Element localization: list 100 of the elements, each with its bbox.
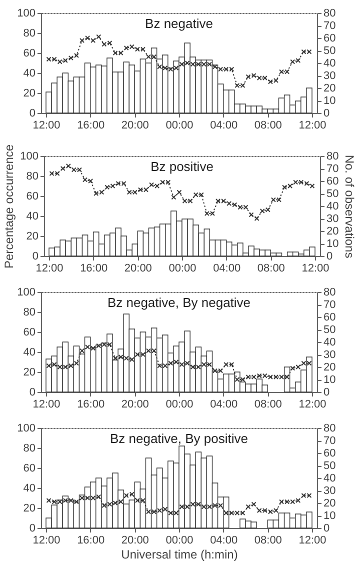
- x-tick-label: 20:00: [121, 398, 149, 410]
- y2-tick-label: 30: [324, 485, 336, 497]
- chart-title: Bz negative, By negative: [107, 295, 251, 310]
- point: [96, 34, 102, 40]
- x-tick-label: 20:00: [121, 120, 149, 132]
- y-tick-label: 40: [23, 346, 36, 358]
- y2-tick-label: 60: [324, 312, 336, 324]
- point: [80, 348, 85, 354]
- y2-tick-label: 40: [326, 200, 339, 212]
- y-tick-label: 80: [23, 28, 36, 40]
- y-tick-label: 80: [26, 170, 38, 182]
- x-tick-label: 16:00: [77, 398, 105, 410]
- y-tick-label: 100: [20, 150, 38, 162]
- y-tick-label: 60: [23, 462, 36, 474]
- y-tick-label: 80: [23, 442, 36, 454]
- y2-tick-label: 20: [326, 226, 339, 238]
- y2-tick-label: 50: [324, 324, 336, 336]
- x-tick-label: 00:00: [168, 262, 196, 274]
- y2-tick-label: 10: [326, 238, 339, 250]
- x-tick-label: 08:00: [254, 534, 282, 546]
- y2-tick-label: 50: [326, 188, 339, 200]
- y2-tick-label: 30: [324, 349, 336, 361]
- y2-tick-label: 80: [324, 8, 336, 20]
- x-tick-label: 00:00: [166, 398, 194, 410]
- y-tick-label: 20: [23, 502, 36, 514]
- y-tick-label: 20: [23, 88, 36, 100]
- x-tick-label: 00:00: [166, 534, 194, 546]
- x-tick-label: 16:00: [80, 262, 108, 274]
- y-tick-label: 20: [26, 230, 38, 242]
- y2-tick-label: 10: [324, 510, 336, 522]
- x-axis-title: Universal time (h:min): [121, 548, 238, 562]
- x-tick-label: 04:00: [210, 398, 238, 410]
- y2-tick-label: 70: [324, 299, 336, 311]
- y-tick-label: 60: [23, 48, 36, 60]
- x-tick-label: 12:00: [298, 534, 326, 546]
- y2-tick-label: 0: [324, 108, 330, 120]
- y-tick-label: 0: [29, 386, 36, 398]
- x-tick-label: 08:00: [254, 398, 282, 410]
- y-tick-label: 20: [23, 366, 36, 378]
- y-tick-label: 100: [17, 8, 36, 20]
- y2-tick-label: 20: [324, 82, 336, 94]
- y-tick-label: 40: [23, 68, 36, 80]
- x-tick-label: 12:00: [32, 120, 60, 132]
- x-tick-label: 00:00: [166, 120, 194, 132]
- y2-tick-label: 60: [326, 176, 339, 188]
- y2-tick-label: 50: [324, 460, 336, 472]
- y-tick-label: 0: [32, 250, 38, 262]
- y2-tick-label: 40: [324, 336, 336, 348]
- y2-tick-label: 50: [324, 45, 336, 57]
- chart-title: Bz negative: [145, 16, 213, 31]
- y-tick-label: 40: [26, 210, 38, 222]
- point: [254, 216, 260, 221]
- y-tick-label: 80: [23, 306, 36, 318]
- x-tick-label: 04:00: [210, 534, 238, 546]
- y2-tick-label: 70: [324, 435, 336, 447]
- x-tick-label: 16:00: [77, 534, 105, 546]
- x-tick-label: 12:00: [36, 262, 64, 274]
- y-axis-title: Percentage occurrence: [2, 144, 16, 269]
- point: [171, 194, 176, 200]
- y2-tick-label: 0: [326, 250, 333, 262]
- x-tick-label: 20:00: [124, 262, 152, 274]
- x-tick-label: 08:00: [257, 262, 285, 274]
- point: [176, 190, 182, 195]
- y-tick-label: 60: [23, 326, 36, 338]
- y2-tick-label: 80: [326, 150, 339, 162]
- y2-tick-label: 70: [326, 163, 339, 175]
- x-tick-label: 04:00: [210, 120, 238, 132]
- x-tick-label: 12:00: [32, 534, 60, 546]
- y2-tick-label: 10: [324, 95, 336, 107]
- y2-axis-title: No. of observations: [342, 154, 357, 258]
- y2-tick-label: 40: [324, 472, 336, 484]
- x-tick-label: 04:00: [213, 262, 241, 274]
- y-tick-label: 0: [29, 108, 36, 120]
- x-tick-label: 20:00: [121, 534, 149, 546]
- chart-title: Bz positive: [150, 159, 214, 174]
- y2-tick-label: 70: [324, 20, 336, 32]
- x-tick-label: 12:00: [298, 398, 326, 410]
- y-tick-label: 0: [29, 522, 36, 534]
- y-tick-label: 60: [26, 190, 38, 202]
- y-tick-label: 100: [17, 422, 36, 434]
- point: [248, 212, 254, 218]
- y2-tick-label: 20: [324, 498, 336, 510]
- y-tick-label: 40: [23, 482, 36, 494]
- x-tick-label: 08:00: [254, 120, 282, 132]
- x-tick-label: 12:00: [298, 120, 326, 132]
- chart-title: Bz negative, By positive: [110, 431, 248, 446]
- x-tick-label: 12:00: [302, 262, 330, 274]
- y2-tick-label: 30: [324, 70, 336, 82]
- y2-tick-label: 60: [324, 32, 336, 44]
- y2-tick-label: 30: [326, 213, 339, 225]
- y-tick-label: 100: [17, 286, 36, 298]
- y2-tick-label: 40: [324, 58, 336, 70]
- y2-tick-label: 80: [324, 286, 336, 298]
- y2-tick-label: 80: [324, 422, 336, 434]
- y2-tick-label: 60: [324, 448, 336, 460]
- y2-tick-label: 0: [324, 522, 330, 534]
- y2-tick-label: 0: [324, 386, 330, 398]
- x-tick-label: 16:00: [77, 120, 105, 132]
- y2-tick-label: 20: [324, 362, 336, 374]
- x-tick-label: 12:00: [32, 398, 60, 410]
